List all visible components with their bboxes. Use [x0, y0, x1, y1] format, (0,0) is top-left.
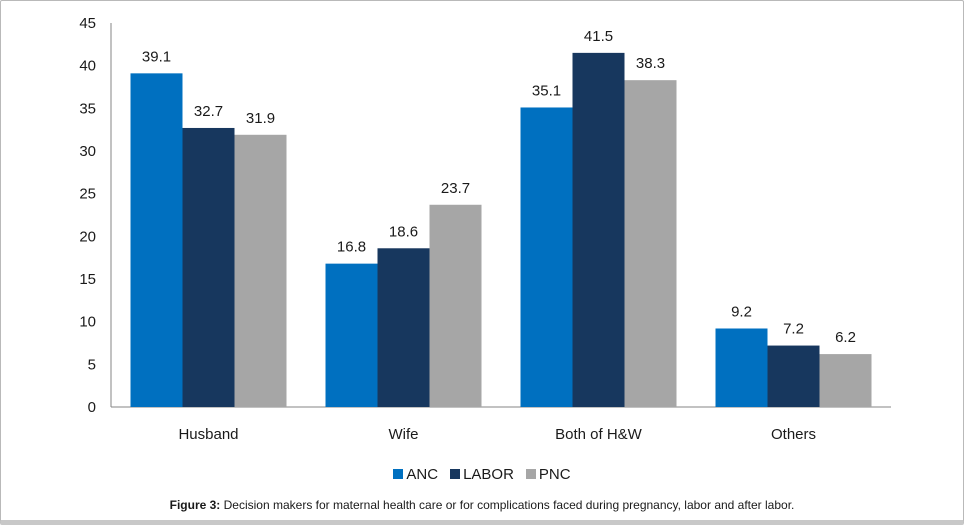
- data-label: 39.1: [142, 48, 171, 65]
- bar-pnc: [234, 134, 287, 407]
- data-label: 35.1: [532, 82, 561, 99]
- data-label: 18.6: [389, 223, 418, 240]
- legend-item-anc: ANC: [393, 466, 438, 483]
- caption-label: Figure 3:: [169, 498, 221, 512]
- x-axis-categories: Husband Wife Both of H&W Others: [178, 426, 816, 443]
- legend-item-pnc: PNC: [525, 466, 571, 483]
- bar-anc: [325, 263, 378, 407]
- legend: ANC LABOR PNC: [0, 466, 964, 483]
- data-label: 6.2: [835, 329, 856, 346]
- x-category-label: Others: [771, 426, 816, 443]
- y-tick-label: 0: [88, 399, 96, 416]
- data-label: 9.2: [731, 303, 752, 320]
- bar-pnc: [819, 354, 872, 407]
- y-tick-label: 35: [79, 100, 96, 117]
- y-tick-label: 5: [88, 356, 96, 373]
- data-label: 23.7: [441, 180, 470, 197]
- caption-text: Decision makers for maternal health care…: [220, 498, 795, 512]
- legend-label: LABOR: [463, 466, 514, 483]
- bar-labor: [572, 52, 625, 407]
- legend-swatch: [450, 469, 461, 479]
- y-tick-label: 25: [79, 186, 96, 203]
- data-label: 41.5: [584, 28, 613, 45]
- bar-labor: [377, 248, 430, 407]
- bar-anc: [520, 107, 573, 407]
- data-label: 7.2: [783, 321, 804, 338]
- y-tick-label: 20: [79, 228, 96, 245]
- legend-label: ANC: [406, 466, 439, 483]
- data-label: 16.8: [337, 239, 366, 256]
- legend-swatch: [393, 469, 404, 479]
- bar-pnc: [429, 204, 482, 407]
- data-label: 38.3: [636, 55, 665, 72]
- legend-swatch: [525, 469, 536, 479]
- y-tick-label: 45: [79, 15, 96, 32]
- data-labels: 39.1 32.7 31.9 16.8 18.6 23.7 35.1 41.5 38.3 9.2 7…: [142, 28, 856, 346]
- y-tick-label: 30: [79, 143, 96, 160]
- bar-pnc: [624, 80, 677, 407]
- data-label: 31.9: [246, 110, 275, 127]
- legend-item-labor: LABOR: [450, 466, 514, 483]
- x-category-label: Both of H&W: [555, 426, 643, 443]
- bar-anc: [715, 328, 768, 407]
- y-axis-ticks: 0 5 10 15 20 25 30 35 40 45: [79, 15, 96, 416]
- data-label: 32.7: [194, 103, 223, 120]
- bar-labor: [182, 127, 235, 408]
- x-category-label: Wife: [389, 426, 419, 443]
- y-tick-label: 10: [79, 314, 96, 331]
- x-category-label: Husband: [178, 426, 238, 443]
- y-tick-label: 15: [79, 271, 96, 288]
- bar-labor: [767, 345, 820, 407]
- bar-anc: [130, 73, 183, 407]
- figure-caption: Figure 3: Decision makers for maternal h…: [0, 498, 964, 512]
- legend-label: PNC: [538, 466, 571, 483]
- bar-chart: 0 5 10 15 20 25 30 35 40 45 39.1 32.7 31.9 16.8 18.6 2…: [79, 15, 891, 443]
- bars: [130, 52, 872, 408]
- y-tick-label: 40: [79, 58, 96, 75]
